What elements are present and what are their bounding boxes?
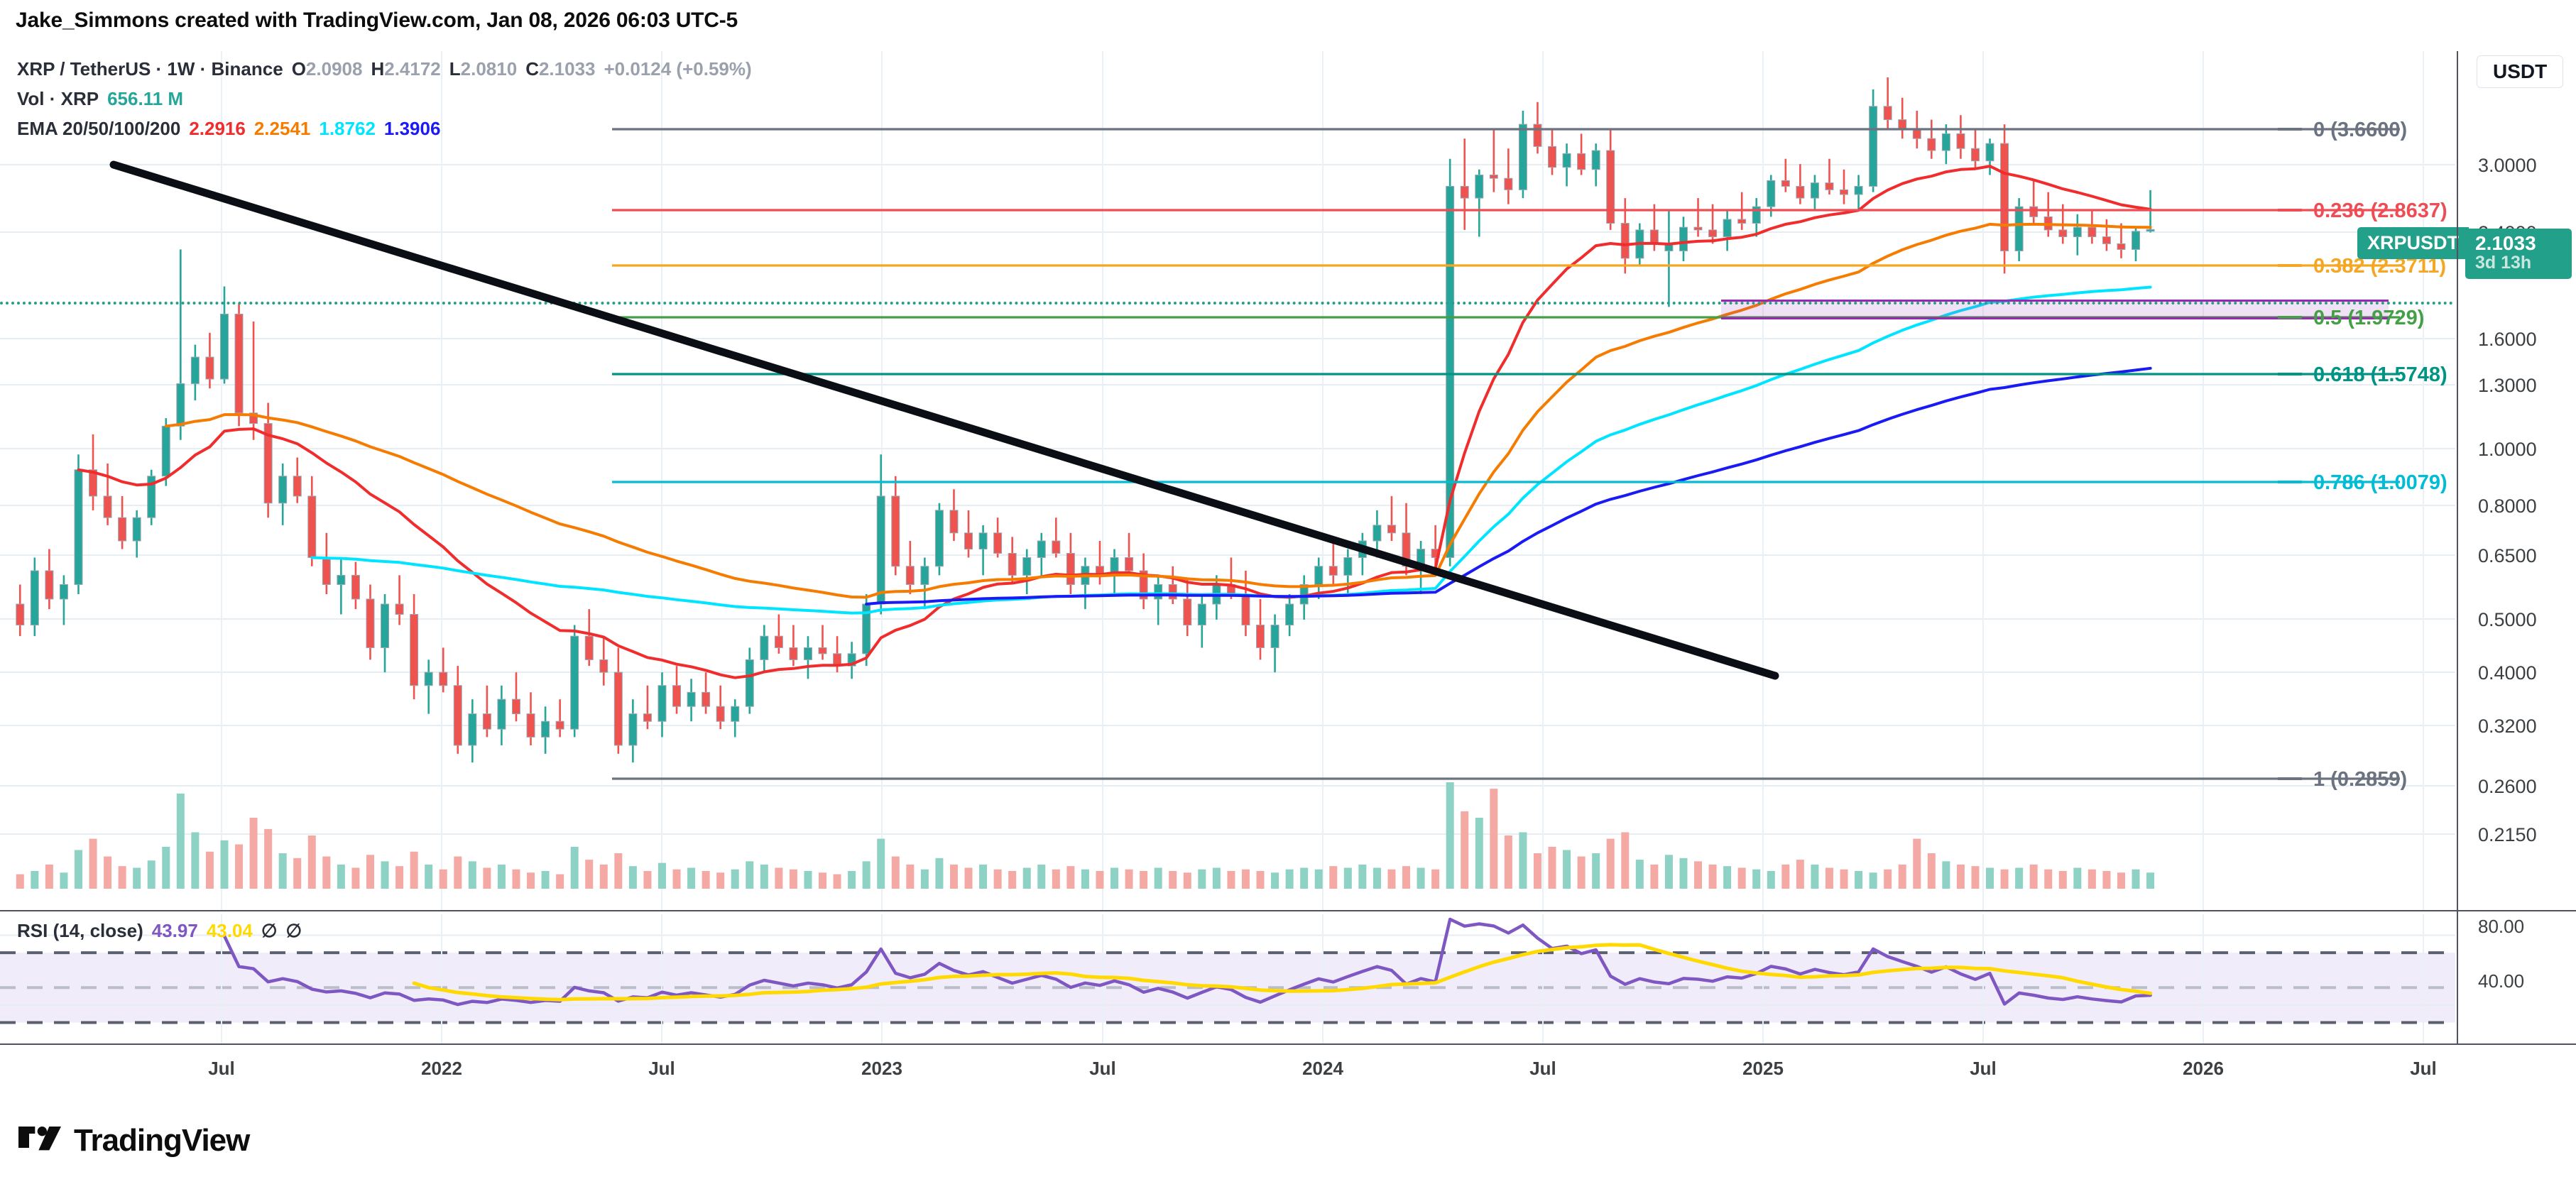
price-tick-2: 1.6000 [2478,329,2537,350]
rsi-empty-2: ∅ [285,920,302,941]
fib-label-6: 1 (0.2859) [2313,768,2407,791]
time-tick-5: 2024 [1302,1058,1343,1079]
ema-legend-title: EMA 20/50/100/200 [17,118,181,139]
rsi-axis[interactable]: 80.00 40.00 [2464,914,2576,1043]
volume-legend[interactable]: Vol · XRP 656.11 M [17,88,183,110]
price-axis[interactable]: USDT 3.00002.40001.60001.30001.00000.800… [2464,51,2576,910]
fib-label-0: 0 (3.6600) [2313,119,2407,141]
legend-exchange[interactable]: Binance [211,58,283,80]
price-tick-0: 3.0000 [2478,155,2537,176]
time-tick-8: Jul [1970,1058,1997,1079]
ema-value-1: 2.2541 [253,118,311,139]
tradingview-logo-icon [18,1127,61,1151]
fib-label-1: 0.236 (2.8637) [2313,199,2447,222]
fib-label-4: 0.618 (1.5748) [2313,363,2447,386]
ema-legend-values: 2.2916 2.2541 1.8762 1.3906 [189,118,440,139]
currency-label: USDT [2477,55,2564,88]
rsi-pane[interactable] [0,914,2455,1043]
time-axis[interactable]: Jul 2022 Jul 2023 Jul 2024 Jul 2025 Jul 2026 Jul [0,1045,2455,1095]
rsi-legend[interactable]: RSI (14, close) 43.97 43.04 ∅ ∅ [17,920,302,942]
time-tick-7: 2025 [1742,1058,1784,1079]
price-tick-5: 0.8000 [2478,495,2537,517]
pane-separator-price-rsi[interactable] [0,910,2576,911]
fibonacci-labels: 0 (3.6600)0.236 (2.8637)0.382 (2.3711)0.… [2278,119,2447,791]
legend-symbol[interactable]: XRP / TetherUS [17,58,151,80]
time-tick-0: Jul [208,1058,235,1079]
ohlc-o-key: O [291,58,306,80]
price-tick-10: 0.2600 [2478,776,2537,797]
ohlc-close: 2.1033 [538,58,596,80]
tradingview-logo[interactable]: TradingView [18,1123,250,1158]
rsi-ma-value: 43.04 [206,920,253,941]
rsi-legend-value: 43.97 [151,920,198,941]
ohlc-c-key: C [525,58,539,80]
rsi-series [0,914,2455,1043]
fib-label-5: 0.786 (1.0079) [2313,471,2447,494]
time-tick-9: 2026 [2183,1058,2224,1079]
time-tick-3: 2023 [861,1058,902,1079]
price-tick-4: 1.0000 [2478,439,2537,460]
fib-label-3: 0.5 (1.9729) [2313,307,2424,329]
legend-sep-2: · [195,58,212,80]
rsi-empty-1: ∅ [261,920,278,941]
ema-value-3: 1.3906 [383,118,441,139]
rsi-tick-1: 40.00 [2478,970,2525,992]
price-tick-11: 0.2150 [2478,824,2537,845]
price-tick-7: 0.5000 [2478,609,2537,630]
legend-interval[interactable]: 1W [167,58,195,80]
ema-legend[interactable]: EMA 20/50/100/200 2.2916 2.2541 1.8762 1.390… [17,118,440,140]
rsi-tick-0: 80.00 [2478,916,2525,937]
time-tick-4: Jul [1089,1058,1116,1079]
time-tick-10: Jul [2410,1058,2437,1079]
ohlc-low: 2.0810 [460,58,518,80]
volume-series [16,782,2155,889]
bar-countdown: 3d 13h [2475,253,2532,273]
axis-separator [2457,51,2458,1043]
time-tick-6: Jul [1529,1058,1556,1079]
rsi-legend-title: RSI (14, close) [17,920,143,941]
ohlc-l-key: L [449,58,461,80]
pane-separator-time-axis [0,1043,2576,1045]
watermark-attribution: Jake_Simmons created with TradingView.co… [16,9,738,32]
price-tick-9: 0.3200 [2478,716,2537,737]
tradingview-wordmark: TradingView [74,1123,250,1158]
time-tick-2: Jul [648,1058,675,1079]
ohlc-h-key: H [371,58,385,80]
symbol-price-tag: XRPUSDT [2357,227,2469,259]
symbol-legend[interactable]: XRP / TetherUS · 1W · Binance O2.0908 H2.4… [17,58,752,80]
volume-legend-value: 656.11 M [107,88,184,109]
ema-value-2: 1.8762 [319,118,376,139]
price-tick-3: 1.3000 [2478,375,2537,396]
price-change: +0.0124 (+0.59%) [604,58,752,80]
current-price-tag[interactable]: 2.1033 3d 13h [2465,229,2572,279]
ema-value-0: 2.2916 [189,118,246,139]
legend-sep-1: · [151,58,168,80]
price-tick-8: 0.4000 [2478,662,2537,684]
price-pane[interactable]: 0 (3.6600) 0.236 (2.8637) 0.382 (2.3711) 0.… [0,51,2455,910]
ohlc-high: 2.4172 [384,58,441,80]
ohlc-open: 2.0908 [305,58,363,80]
time-tick-1: 2022 [421,1058,462,1079]
volume-legend-title: Vol · XRP [17,88,99,109]
price-tick-6: 0.6500 [2478,545,2537,566]
current-price-value: 2.1033 [2475,232,2536,254]
